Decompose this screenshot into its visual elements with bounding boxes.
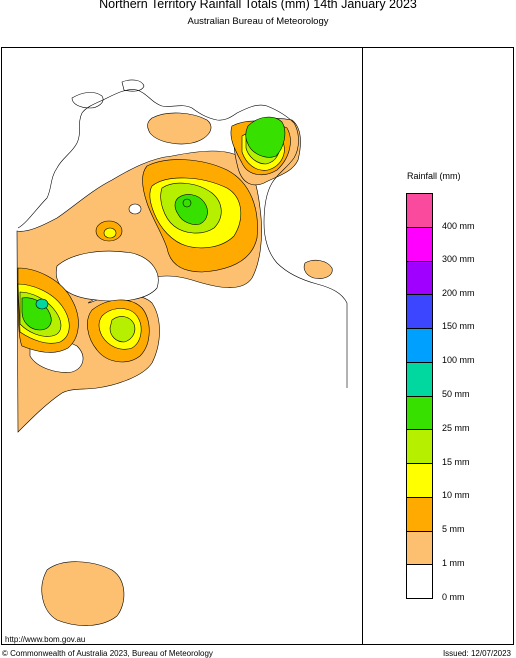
copyright-text: © Commonwealth of Australia 2023, Bureau… (2, 649, 213, 658)
legend-colorbar (406, 193, 433, 599)
legend-swatch-100 (406, 328, 433, 362)
issued-date: Issued: 12/07/2023 (442, 649, 511, 658)
dry-spot-center (128, 203, 142, 215)
rain-spot-10mm (103, 227, 117, 239)
rain-spot-50mm-center (182, 198, 192, 208)
legend-label-300: 300 mm (442, 254, 475, 264)
rain-spot-50mm (35, 298, 49, 310)
legend-swatch-150 (406, 294, 433, 328)
legend-swatch-50 (406, 361, 433, 396)
legend-swatch-15 (406, 429, 433, 463)
rain-area-1mm-north (147, 112, 212, 145)
rain-area-25mm-coast (245, 116, 286, 158)
coastline (17, 89, 348, 388)
map-subtitle: Australian Bureau of Meteorology (187, 16, 329, 27)
legend-swatch-200 (406, 260, 433, 295)
legend-label-1: 1 mm (442, 558, 465, 568)
legend-label-15: 15 mm (442, 457, 470, 467)
legend-label-400: 400 mm (442, 221, 475, 231)
legend-swatch-1 (406, 530, 433, 565)
legend-label-0: 0 mm (442, 592, 465, 602)
legend-title: Rainfall (mm) (407, 171, 461, 181)
rain-area-1mm-south (41, 561, 125, 626)
legend-label-10: 10 mm (442, 490, 470, 500)
legend-swatch-10 (406, 463, 433, 497)
legend-swatch-25 (406, 395, 433, 430)
rain-area-15mm-mid (109, 316, 136, 343)
legend-label-150: 150 mm (442, 321, 475, 331)
legend-swatch-300 (406, 226, 433, 261)
legend-swatch-0 (406, 564, 433, 599)
legend-label-25: 25 mm (442, 423, 470, 433)
legend-label-5: 5 mm (442, 524, 465, 534)
legend-label-50: 50 mm (442, 389, 470, 399)
rain-area-1mm-east (303, 259, 333, 279)
legend-swatch-5 (406, 496, 433, 531)
legend-label-200: 200 mm (442, 288, 475, 298)
legend-divider (362, 47, 363, 645)
map-frame (1, 47, 514, 645)
dry-area-west (55, 250, 159, 302)
source-url-link[interactable]: http://www.bom.gov.au (5, 635, 86, 644)
legend-label-100: 100 mm (442, 355, 475, 365)
legend-swatch-400 (406, 193, 433, 227)
map-title: Northern Territory Rainfall Totals (mm) … (99, 0, 417, 11)
coastline-islands (71, 79, 145, 109)
rainfall-map (16, 79, 348, 626)
